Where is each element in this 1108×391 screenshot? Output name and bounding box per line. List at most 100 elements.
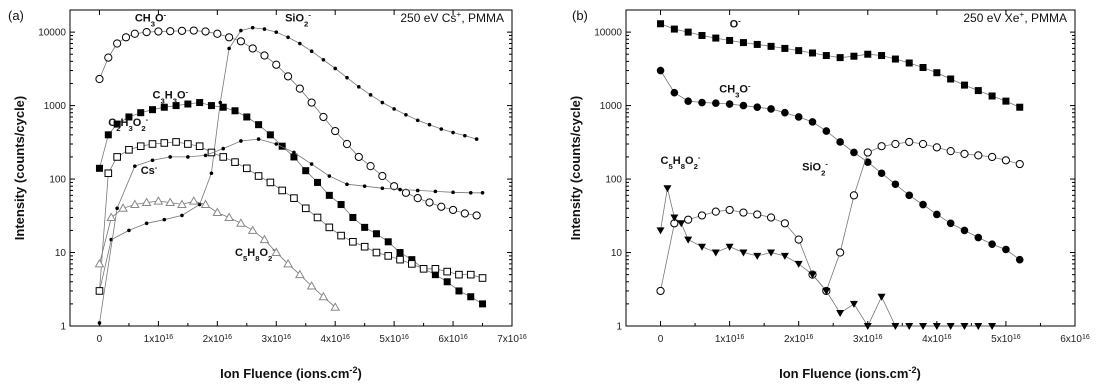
data-point (947, 75, 955, 83)
data-point (243, 164, 251, 173)
data-point (439, 127, 444, 131)
data-point (753, 252, 762, 260)
data-point (401, 188, 411, 197)
data-point (670, 88, 679, 97)
series-sio2: SiO2- (97, 10, 479, 293)
data-point (283, 258, 293, 268)
x-tick-label: 6x1016 (1060, 334, 1090, 346)
data-point (808, 118, 817, 126)
data-point (822, 52, 830, 60)
data-point (988, 240, 996, 248)
data-point (809, 49, 817, 57)
series-ch3o: CH3O- (656, 66, 1024, 264)
data-point (466, 270, 475, 279)
data-point (850, 148, 858, 157)
data-point (125, 113, 133, 121)
data-point (106, 212, 117, 221)
data-point (271, 247, 282, 257)
x-tick-label: 1x1016 (715, 334, 745, 346)
data-point (396, 255, 404, 264)
data-point (974, 151, 983, 160)
data-point (725, 243, 734, 251)
data-point (413, 194, 422, 203)
data-point (918, 139, 928, 149)
data-point (219, 153, 228, 161)
data-point (219, 103, 227, 111)
data-point (974, 323, 983, 330)
series-label: C5H8O2- (661, 153, 701, 171)
data-point (478, 274, 487, 282)
data-point (656, 227, 665, 235)
data-point (345, 75, 349, 80)
data-point (850, 52, 858, 60)
data-point (408, 256, 416, 264)
data-point (656, 286, 665, 296)
data-point (368, 93, 373, 97)
x-tick-label: 5x1016 (991, 334, 1021, 346)
data-point (278, 186, 286, 195)
data-point (739, 208, 748, 217)
data-point (212, 207, 223, 217)
data-point (946, 219, 955, 228)
condition-label: 250 eV Xe+, PMMA (963, 9, 1067, 25)
data-point (266, 131, 274, 139)
data-point (337, 201, 345, 209)
x-tick-label: 4x1016 (320, 334, 350, 346)
data-point (349, 213, 357, 221)
data-point (104, 53, 113, 62)
data-point (415, 188, 420, 193)
data-point (711, 207, 720, 216)
data-point (433, 189, 438, 194)
data-point (225, 33, 234, 42)
data-point (302, 167, 310, 175)
data-point (670, 25, 678, 33)
data-point (684, 215, 693, 224)
series-label: C2H3O2- (108, 114, 148, 132)
series-c2h3o2: C2H3O2- (95, 114, 487, 295)
data-point (463, 133, 467, 138)
data-point (1016, 103, 1024, 111)
series-label: SiO2- (285, 10, 311, 28)
data-point (148, 140, 157, 148)
data-point (781, 108, 789, 117)
data-point (113, 153, 121, 161)
data-point (684, 236, 693, 244)
data-point (836, 248, 845, 257)
data-point (753, 103, 762, 112)
data-point (254, 172, 263, 180)
series-label: SiO2- (802, 159, 828, 177)
data-point (656, 66, 665, 75)
data-point (154, 27, 163, 36)
data-point (130, 29, 139, 38)
data-point (361, 223, 369, 231)
data-point (327, 174, 332, 178)
data-point (919, 200, 927, 209)
x-tick-label: 1x1016 (144, 334, 174, 346)
data-point (127, 228, 131, 233)
data-point (354, 152, 363, 162)
data-point (933, 69, 941, 77)
data-point (877, 142, 886, 151)
condition-label: 250 eV Cs+, PMMA (400, 9, 504, 25)
data-point (177, 199, 187, 209)
data-point (767, 42, 775, 50)
y-tick-label: 1 (616, 322, 622, 333)
data-point (415, 118, 420, 123)
series-line (99, 30, 477, 216)
data-point (766, 213, 776, 222)
data-point (266, 178, 275, 187)
data-point (988, 152, 997, 162)
series-c3h3o: C3H3O- (95, 87, 487, 308)
data-point (408, 260, 416, 268)
data-point (932, 323, 941, 330)
data-point (1002, 97, 1010, 105)
data-point (712, 99, 720, 107)
series-line (99, 141, 483, 291)
x-tick-label: 4x1016 (922, 334, 952, 346)
data-point (863, 323, 872, 330)
data-point (372, 248, 381, 257)
data-point (711, 249, 720, 257)
y-tick-label: 10 (611, 248, 623, 259)
data-point (349, 237, 357, 246)
